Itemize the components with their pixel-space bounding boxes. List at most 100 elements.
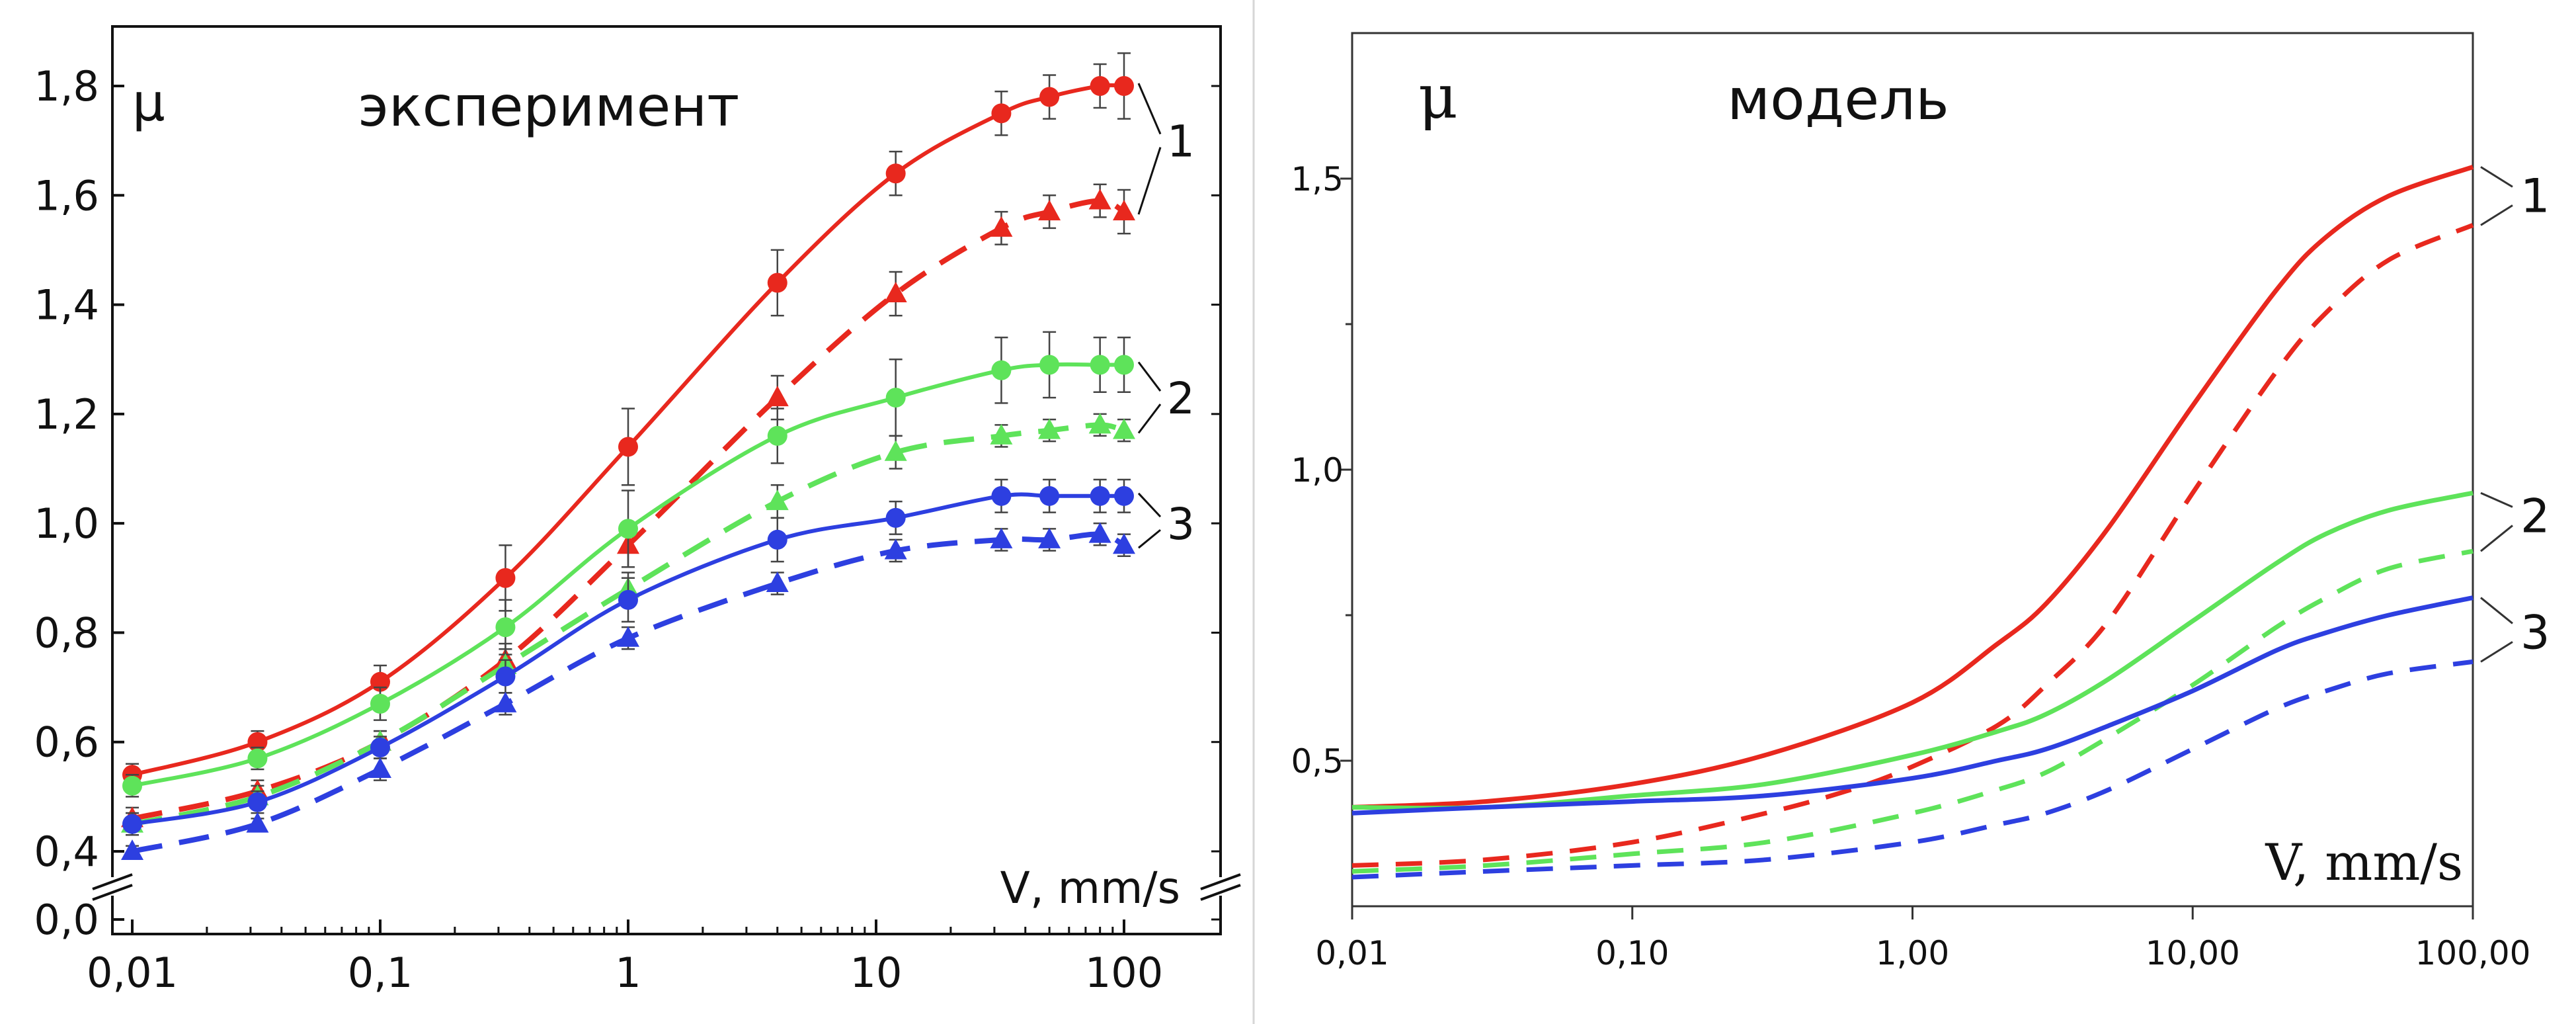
experiment-y-axis-label: μ [132, 73, 165, 133]
experiment-point-triangle [1038, 418, 1061, 439]
experiment-point-circle [495, 617, 516, 638]
experiment-point-circle [1039, 486, 1060, 506]
model-plot-frame [1351, 32, 2474, 908]
experiment-point-circle [1090, 486, 1110, 506]
model-series-line [1351, 548, 2474, 874]
experiment-point-circle [1114, 76, 1134, 96]
experiment-x-tick-label: 100 [1085, 949, 1163, 997]
model-x-tick-label: 100,00 [2415, 934, 2531, 972]
experiment-point-triangle [990, 423, 1013, 445]
experiment-plot-frame [111, 25, 1222, 935]
experiment-x-tick-label: 10 [850, 949, 903, 997]
experiment-point-circle [247, 748, 268, 769]
experiment-y-tick-label: 1,6 [34, 171, 99, 220]
experiment-point-triangle [884, 538, 907, 560]
experiment-point-circle [991, 360, 1012, 380]
experiment-y-tick-label: 1,8 [34, 62, 99, 110]
experiment-y-tick-label: 0,0 [34, 896, 99, 944]
experiment-y-tick-label: 1,0 [34, 499, 99, 548]
model-curve-label: 2 [2520, 489, 2550, 543]
experiment-axis-break-mark [1200, 884, 1241, 901]
experiment-point-triangle [246, 812, 269, 833]
model-text: модель μ V, mm/s [1418, 62, 2463, 892]
experiment-point-triangle [766, 490, 789, 511]
model-curve-leader [2480, 525, 2513, 552]
experiment-point-circle [991, 103, 1012, 124]
model-x-tick-label: 10,00 [2146, 934, 2240, 972]
experiment-y-tick-label: 1,2 [34, 390, 99, 439]
model-y-tick-label: 1,0 [1291, 451, 1344, 490]
model-axes: 0,5 1,0 1,5 0,01 0,10 1,00 10,00 100,00 [1291, 32, 2531, 972]
experiment-point-triangle [1113, 200, 1135, 221]
experiment-curve-leader [1137, 147, 1162, 215]
experiment-point-triangle [1038, 200, 1061, 221]
experiment-point-circle [1039, 87, 1060, 107]
experiment-point-triangle [121, 839, 143, 860]
model-x-tick-label: 0,10 [1595, 934, 1669, 972]
experiment-point-circle [885, 507, 906, 528]
experiment-point-circle [991, 486, 1012, 506]
experiment-x-axis-label: V, mm/s [1000, 863, 1180, 914]
experiment-point-triangle [1113, 418, 1135, 439]
experiment-point-triangle [1088, 413, 1111, 434]
experiment-series-line [132, 531, 1125, 854]
experiment-point-triangle [884, 282, 907, 303]
experiment-y-tick-label: 0,4 [34, 828, 99, 876]
experiment-point-triangle [1088, 189, 1111, 210]
experiment-point-triangle [494, 691, 517, 712]
experiment-curve-leader [1138, 529, 1161, 549]
experiment-point-triangle [1113, 533, 1135, 554]
experiment-point-circle [767, 529, 787, 550]
model-x-tick-label: 1,00 [1876, 934, 1949, 972]
model-curve-label: 1 [2520, 169, 2550, 223]
model-series-line [1351, 223, 2474, 868]
experiment-y-tick-label: 0,6 [34, 718, 99, 767]
experiment-point-circle [370, 693, 390, 714]
experiment-point-circle [618, 589, 638, 610]
experiment-point-circle [767, 425, 787, 446]
experiment-point-circle [370, 737, 390, 757]
experiment-chart: 0,0 0,4 0,6 0,8 1,0 1,2 1,4 1,6 1,8 0,01 0,1 1 10 100… [34, 25, 1241, 997]
experiment-curve-leader [1137, 492, 1162, 518]
model-y-axis-label: μ [1418, 62, 1458, 132]
experiment-series-line [132, 422, 1125, 827]
experiment-y-tick-label: 0,8 [34, 609, 99, 657]
model-x-axis-label: V, mm/s [2265, 833, 2463, 892]
experiment-point-triangle [1038, 527, 1061, 548]
model-series-line [1351, 595, 2474, 816]
experiment-curve-label: 2 [1167, 373, 1195, 424]
experiment-y-tick-label: 1,4 [34, 281, 99, 329]
experiment-point-circle [885, 388, 906, 408]
model-y-tick-label: 0,5 [1291, 742, 1344, 781]
experiment-point-circle [1114, 355, 1134, 375]
experiment-point-circle [618, 519, 638, 539]
experiment-series-line [132, 492, 1124, 826]
experiment-series-line [132, 83, 1125, 777]
experiment-curve-label: 1 [1167, 116, 1195, 167]
experiment-axis-break-mark [1200, 873, 1241, 890]
experiment-curve-leader [1137, 361, 1162, 392]
experiment-point-triangle [884, 440, 907, 461]
model-curve-leader [2480, 597, 2513, 624]
experiment-point-triangle [1088, 522, 1111, 543]
experiment-point-triangle [766, 572, 789, 593]
model-x-tick-label: 0,01 [1315, 934, 1389, 972]
experiment-point-triangle [617, 626, 639, 647]
model-chart: 0,5 1,0 1,5 0,01 0,10 1,00 10,00 100,00 1 2 3 мод… [1291, 32, 2550, 972]
experiment-point-circle [618, 437, 638, 457]
experiment-point-circle [495, 568, 516, 588]
model-series: 1 2 3 [1351, 165, 2550, 880]
experiment-point-triangle [990, 216, 1013, 237]
experiment-point-circle [122, 775, 142, 796]
experiment-point-circle [767, 273, 787, 293]
experiment-curve-label: 3 [1167, 499, 1195, 550]
experiment-point-triangle [766, 386, 789, 407]
experiment-series-line [132, 362, 1124, 788]
experiment-point-triangle [990, 527, 1013, 548]
model-curve-label: 3 [2520, 605, 2550, 660]
model-curve-leader [2480, 204, 2513, 226]
model-title: модель [1727, 67, 1949, 133]
experiment-point-circle [1114, 486, 1134, 506]
experiment-point-circle [495, 666, 516, 687]
